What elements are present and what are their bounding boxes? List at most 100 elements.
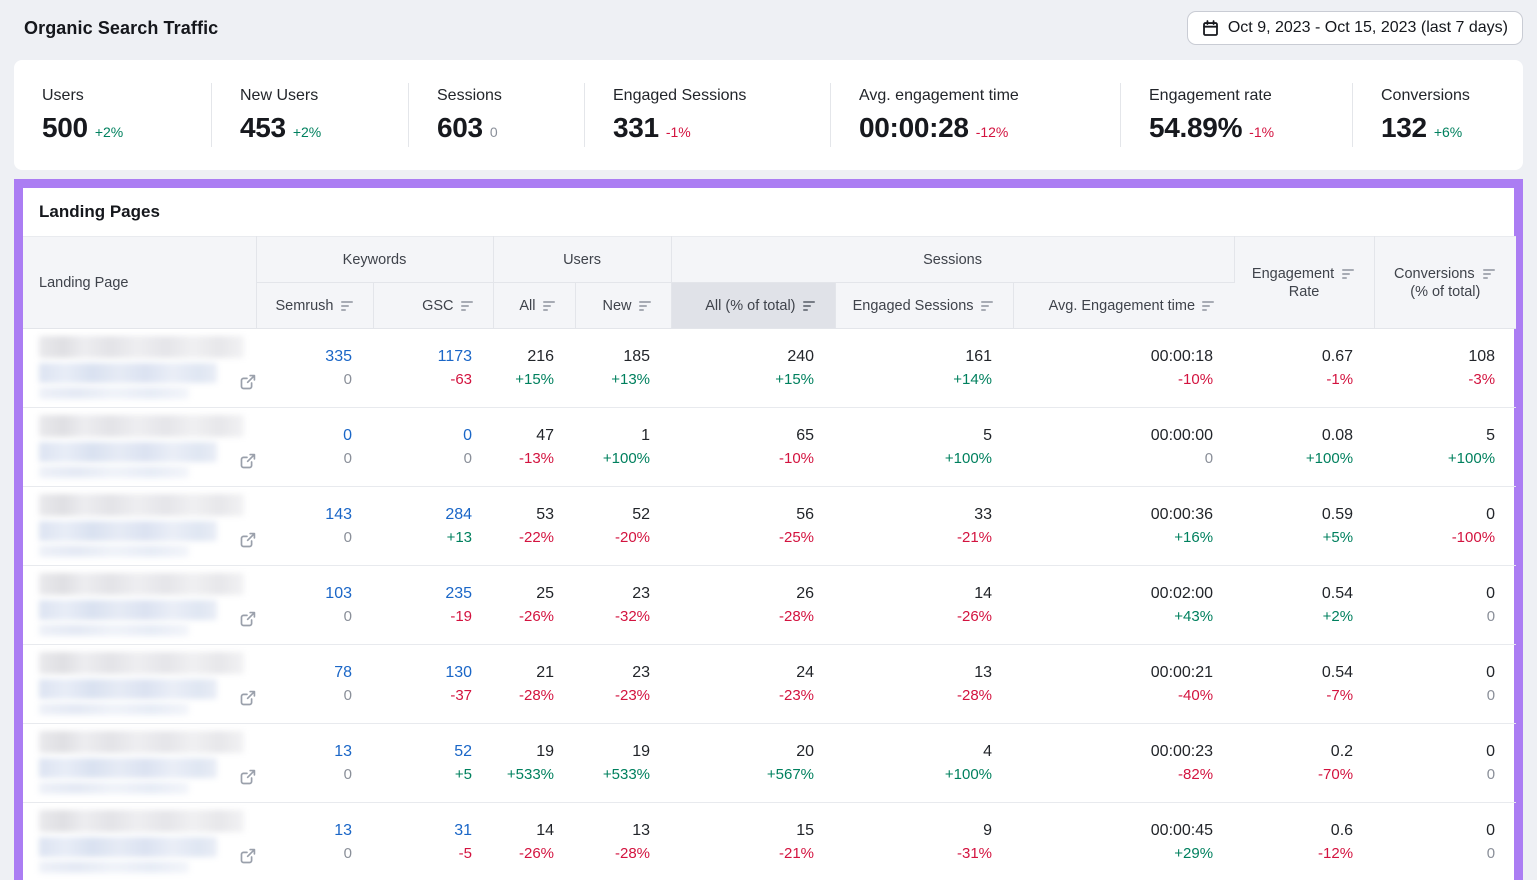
- cell-value[interactable]: 284: [373, 505, 472, 525]
- blurred-link-line: [39, 600, 217, 620]
- external-link-icon[interactable]: [239, 452, 257, 475]
- cell-delta: 0: [373, 449, 472, 468]
- blurred-landing-page-url: [39, 415, 257, 479]
- blurred-text-line: [39, 810, 244, 832]
- cell-delta: +13%: [575, 370, 650, 389]
- cell-delta: -26%: [493, 844, 554, 863]
- cell-value[interactable]: 130: [373, 663, 472, 683]
- cell-delta: +100%: [1374, 449, 1495, 468]
- cell-delta: +15%: [493, 370, 554, 389]
- users-new-cell: 23-32%: [575, 566, 671, 645]
- sort-icon: [542, 300, 557, 312]
- column-label: All (% of total): [705, 298, 795, 314]
- landing-page-cell[interactable]: [23, 566, 256, 645]
- cell-value: 5: [835, 426, 992, 446]
- users-all-cell: 25-26%: [493, 566, 575, 645]
- stat-new-users: New Users 453 +2%: [211, 83, 408, 147]
- cell-delta: -40%: [1013, 686, 1213, 705]
- blurred-link-line: [39, 363, 217, 383]
- landing-page-cell[interactable]: [23, 724, 256, 803]
- cell-value: 0.54: [1234, 584, 1353, 604]
- landing-page-cell[interactable]: [23, 487, 256, 566]
- stat-value: 00:00:28: [859, 112, 969, 144]
- landing-page-cell[interactable]: [23, 329, 256, 408]
- external-link-icon[interactable]: [239, 610, 257, 633]
- stat-avg-engagement-time: Avg. engagement time 00:00:28 -12%: [830, 83, 1120, 147]
- blurred-landing-page-url: [39, 652, 257, 716]
- cell-value: 0: [1374, 821, 1495, 841]
- blurred-text-line: [39, 336, 244, 358]
- landing-pages-table: Landing Page Keywords Users Sessions Eng…: [23, 236, 1516, 880]
- cell-value[interactable]: 31: [373, 821, 472, 841]
- external-link-icon[interactable]: [239, 689, 257, 712]
- engaged-sessions-cell: 5+100%: [835, 408, 1013, 487]
- date-range-picker[interactable]: Oct 9, 2023 - Oct 15, 2023 (last 7 days): [1187, 11, 1523, 45]
- cell-value: 21: [493, 663, 554, 683]
- external-link-icon[interactable]: [239, 531, 257, 554]
- column-group-keywords: Keywords: [256, 237, 493, 283]
- blurred-text-line: [39, 466, 189, 478]
- column-header-landing-page: Landing Page: [23, 237, 256, 329]
- column-header-semrush[interactable]: Semrush: [256, 283, 373, 329]
- cell-value[interactable]: 13: [256, 821, 352, 841]
- cell-value: 52: [575, 505, 650, 525]
- column-header-sessions-all-active-sort[interactable]: All (% of total): [671, 283, 835, 329]
- column-header-gsc[interactable]: GSC: [373, 283, 493, 329]
- cell-value[interactable]: 52: [373, 742, 472, 762]
- column-group-sessions: Sessions: [671, 237, 1234, 283]
- blurred-text-line: [39, 731, 244, 753]
- blurred-text-line: [39, 573, 244, 595]
- cell-value: 24: [671, 663, 814, 683]
- engaged-sessions-cell: 14-26%: [835, 566, 1013, 645]
- cell-delta: -1%: [1234, 370, 1353, 389]
- table-row: 780130-3721-28%23-23%24-23%13-28%00:00:2…: [23, 645, 1516, 724]
- column-header-conversions[interactable]: Conversions (% of total): [1374, 237, 1516, 329]
- cell-value: 14: [493, 821, 554, 841]
- cell-value[interactable]: 0: [256, 426, 352, 446]
- cell-value[interactable]: 13: [256, 742, 352, 762]
- cell-delta: -23%: [671, 686, 814, 705]
- landing-page-cell[interactable]: [23, 803, 256, 880]
- cell-value[interactable]: 143: [256, 505, 352, 525]
- conversions-cell: 5+100%: [1374, 408, 1516, 487]
- cell-value[interactable]: 78: [256, 663, 352, 683]
- cell-value[interactable]: 1173: [373, 347, 472, 367]
- cell-value[interactable]: 0: [373, 426, 472, 446]
- blurred-landing-page-url: [39, 810, 257, 874]
- stat-conversions: Conversions 132 +6%: [1352, 83, 1523, 147]
- cell-value: 00:00:45: [1013, 821, 1213, 841]
- stat-label: Users: [42, 87, 211, 105]
- avg-engagement-time-cell: 00:00:36+16%: [1013, 487, 1234, 566]
- column-header-avg-engagement-time[interactable]: Avg. Engagement time: [1013, 283, 1234, 329]
- column-header-engaged-sessions[interactable]: Engaged Sessions: [835, 283, 1013, 329]
- column-header-users-new[interactable]: New: [575, 283, 671, 329]
- cell-value: 00:00:21: [1013, 663, 1213, 683]
- column-label: All: [519, 298, 535, 314]
- sort-icon: [1201, 300, 1216, 312]
- stat-label: New Users: [240, 87, 408, 105]
- semrush-cell: 780: [256, 645, 373, 724]
- external-link-icon[interactable]: [239, 768, 257, 791]
- conversions-cell: 00: [1374, 645, 1516, 724]
- landing-page-cell[interactable]: [23, 645, 256, 724]
- cell-value[interactable]: 235: [373, 584, 472, 604]
- blurred-link-line: [39, 442, 217, 462]
- external-link-icon[interactable]: [239, 373, 257, 396]
- cell-value: 65: [671, 426, 814, 446]
- cell-delta: +16%: [1013, 528, 1213, 547]
- cell-delta: -3%: [1374, 370, 1495, 389]
- cell-delta: +100%: [1234, 449, 1353, 468]
- cell-value: 47: [493, 426, 554, 446]
- column-group-users: Users: [493, 237, 671, 283]
- landing-page-cell[interactable]: [23, 408, 256, 487]
- cell-value: 13: [575, 821, 650, 841]
- conversions-cell: 0-100%: [1374, 487, 1516, 566]
- cell-delta: 0: [256, 528, 352, 547]
- cell-value[interactable]: 103: [256, 584, 352, 604]
- column-label: (% of total): [1410, 283, 1480, 301]
- external-link-icon[interactable]: [239, 847, 257, 870]
- column-header-engagement-rate[interactable]: Engagement Rate: [1234, 237, 1374, 329]
- cell-value[interactable]: 335: [256, 347, 352, 367]
- column-header-users-all[interactable]: All: [493, 283, 575, 329]
- cell-value: 0: [1374, 742, 1495, 762]
